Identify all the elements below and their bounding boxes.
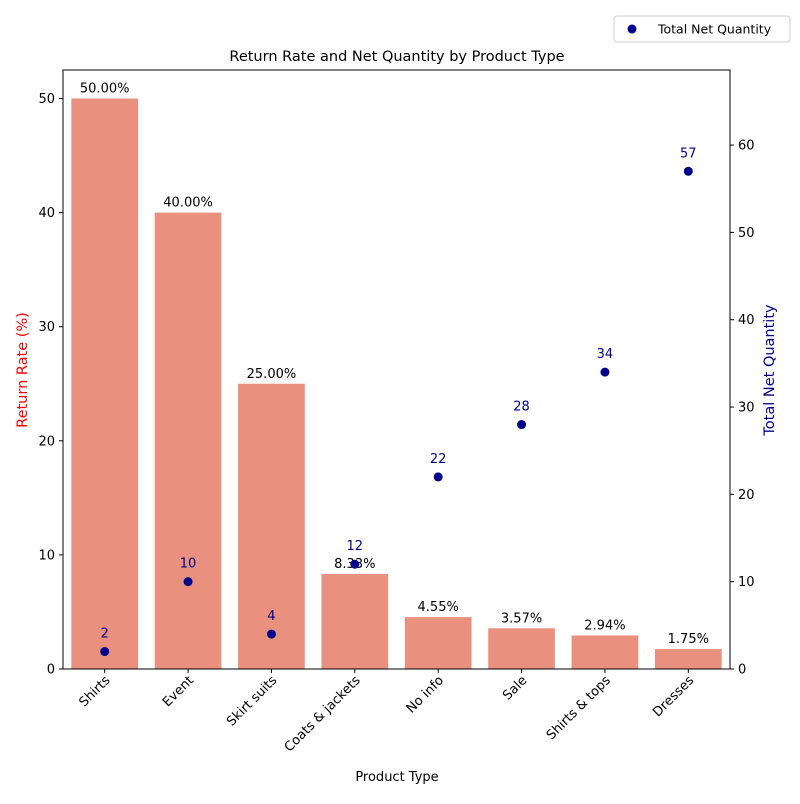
y-tick-label-right: 10 bbox=[738, 575, 755, 590]
legend: Total Net Quantity bbox=[613, 15, 791, 43]
scatter-value-label: 10 bbox=[180, 557, 197, 572]
x-tick-label: No info bbox=[404, 673, 447, 716]
scatter-value-label: 28 bbox=[513, 400, 530, 415]
scatter-point bbox=[183, 577, 193, 587]
x-tick-label: Coats & jackets bbox=[282, 673, 364, 755]
scatter-value-label: 57 bbox=[680, 146, 697, 161]
scatter-value-label: 4 bbox=[267, 609, 275, 624]
x-tick-label: Shirts & tops bbox=[544, 673, 614, 743]
bar bbox=[154, 212, 222, 669]
scatter-point bbox=[350, 559, 360, 569]
y-tick-label-right: 30 bbox=[738, 401, 755, 416]
scatter-value-label: 34 bbox=[597, 347, 614, 362]
y-tick-label-left: 30 bbox=[38, 320, 55, 335]
y-tick-label-left: 40 bbox=[38, 206, 55, 221]
y-axis-label-left: Return Rate (%) bbox=[15, 312, 31, 428]
y-tick-label-right: 40 bbox=[738, 313, 755, 328]
scatter-value-label: 22 bbox=[430, 452, 447, 467]
bar bbox=[238, 383, 305, 669]
scatter-value-label: 12 bbox=[347, 539, 364, 554]
y-axis-label-right: Total Net Quantity bbox=[762, 304, 778, 437]
legend-marker bbox=[627, 24, 637, 34]
scatter-value-label: 2 bbox=[101, 627, 109, 642]
bar bbox=[404, 617, 472, 669]
y-tick-label-left: 50 bbox=[38, 92, 55, 107]
bar-value-label: 1.75% bbox=[668, 632, 709, 647]
bar-value-label: 3.57% bbox=[501, 611, 542, 626]
y-tick-label-right: 0 bbox=[738, 663, 746, 678]
x-tick-label: Skirt suits bbox=[224, 673, 280, 729]
bar-value-label: 25.00% bbox=[247, 367, 297, 382]
x-tick-label: Sale bbox=[500, 673, 530, 703]
y-tick-label-right: 60 bbox=[738, 139, 755, 154]
bar bbox=[71, 98, 139, 670]
y-tick-label-right: 20 bbox=[738, 488, 755, 503]
legend-label: Total Net Quantity bbox=[657, 22, 772, 37]
y-tick-label-right: 50 bbox=[738, 226, 755, 241]
x-axis-label: Product Type bbox=[355, 770, 438, 785]
scatter-point bbox=[433, 472, 443, 482]
bar bbox=[654, 649, 722, 669]
bar-value-label: 50.00% bbox=[80, 82, 130, 97]
scatter-point bbox=[600, 367, 610, 377]
bar bbox=[488, 628, 555, 669]
bar-value-label: 4.55% bbox=[418, 600, 459, 615]
bar-value-label: 2.94% bbox=[584, 618, 625, 633]
bar bbox=[571, 635, 639, 669]
scatter-point bbox=[517, 420, 527, 430]
y-tick-label-left: 10 bbox=[38, 548, 55, 563]
scatter-point bbox=[683, 166, 693, 176]
x-tick-label: Dresses bbox=[650, 673, 697, 720]
plot-frame bbox=[62, 69, 731, 670]
x-tick-label: Event bbox=[160, 673, 197, 710]
chart-title: Return Rate and Net Quantity by Product … bbox=[229, 49, 564, 65]
y-tick-label-left: 0 bbox=[47, 663, 55, 678]
scatter-point bbox=[100, 647, 110, 657]
x-tick-label: Shirts bbox=[77, 673, 114, 710]
legend-frame bbox=[613, 15, 791, 43]
y-tick-label-left: 20 bbox=[38, 434, 55, 449]
bar-value-label: 40.00% bbox=[163, 196, 213, 211]
scatter-point bbox=[266, 629, 276, 639]
bar bbox=[321, 573, 389, 669]
